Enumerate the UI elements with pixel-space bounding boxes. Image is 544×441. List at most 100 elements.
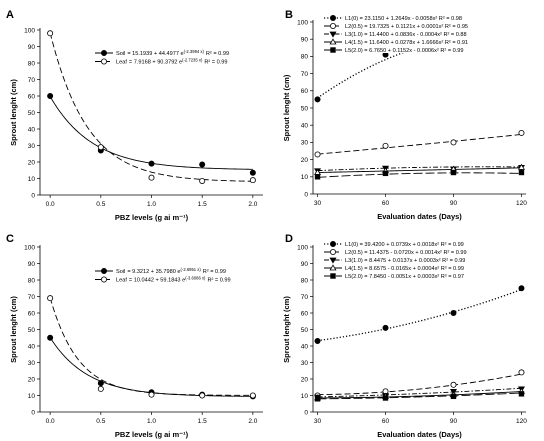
legend-entry: L2(0.5) = 11.4375 - 0.0720x + 0.0014x² R… <box>345 250 467 256</box>
data-point <box>518 285 525 292</box>
series-5 <box>314 391 525 402</box>
panel-letter: A <box>6 9 14 21</box>
y-tick-label: 0 <box>304 191 308 198</box>
legend-box <box>93 48 261 65</box>
x-tick-label: 90 <box>450 200 458 207</box>
y-tick-label: 40 <box>301 123 309 130</box>
legend-entry: L3(1.0) = 8.4475 + 0.0137x + 0.0003x² R²… <box>345 258 465 264</box>
x-tick-label: 2.0 <box>248 201 257 208</box>
series-2 <box>47 30 256 184</box>
panel-b: B 0 10 20 30 40 50 60 70 80 90 100 30 60 90 120 Evaluati… <box>282 9 527 221</box>
x-axis-label: Evaluation dates (Days) <box>377 430 462 439</box>
y-tick-label: 10 <box>28 393 36 400</box>
y-tick-label: 30 <box>28 360 36 367</box>
y-tick-label: 60 <box>28 310 36 317</box>
fit-line <box>317 134 522 155</box>
data-point <box>199 161 206 168</box>
x-tick-label: 60 <box>382 418 390 425</box>
data-point <box>199 392 206 399</box>
y-tick-label: 100 <box>297 19 308 26</box>
y-tick-label: 100 <box>297 244 308 251</box>
y-axis-label: Sprout lenght (cm) <box>9 296 18 363</box>
y-tick-label: 100 <box>24 244 35 251</box>
fit-line <box>317 172 522 178</box>
legend-marker <box>329 31 337 38</box>
legend-entry: L3(1.0) = 11.4400 + 0.0836x - 0.0004x² R… <box>345 32 467 38</box>
data-point <box>47 93 54 100</box>
x-tick-label: 1.5 <box>198 201 207 208</box>
data-point <box>450 393 457 400</box>
y-tick-label: 50 <box>28 110 36 117</box>
y-tick-label: 10 <box>28 176 36 183</box>
data-point <box>314 338 321 345</box>
legend-equation: = 10.0442 + 59.1843 e <box>129 278 185 284</box>
data-point <box>382 170 389 177</box>
data-point <box>517 163 525 170</box>
legend-r2: R² = 0.99 <box>206 51 229 57</box>
data-point <box>97 385 104 392</box>
x-tick-label: 120 <box>516 418 527 425</box>
legend-series-name: Leaf <box>116 278 127 284</box>
data-point <box>148 160 155 167</box>
x-tick-label: 1.0 <box>147 418 156 425</box>
legend-r2: R² = 0.99 <box>203 269 226 275</box>
legend-marker <box>101 276 108 283</box>
legend-marker <box>329 22 336 29</box>
data-point <box>199 177 206 184</box>
legend-r2: R² = 0.99 <box>207 278 230 284</box>
legend-entry: L5(2.0) = 7.8450 - 0.0051x + 0.0003x² R²… <box>345 274 464 280</box>
panel-a: A 0 10 20 30 40 50 60 70 80 90 100 0.0 0.5 1.0 1.5 2.0 PB… <box>6 9 263 222</box>
series-2 <box>47 295 256 399</box>
panel-letter: C <box>6 233 14 245</box>
x-tick-label: 0.0 <box>46 201 55 208</box>
y-tick-label: 60 <box>301 310 309 317</box>
legend: L1(0) = 39.4200 + 0.0739x + 0.0018x² R² … <box>322 239 527 280</box>
y-tick-label: 0 <box>31 192 35 199</box>
data-point <box>97 380 104 387</box>
data-point <box>518 129 525 136</box>
legend-equation: = 7.9168 + 90.3792 e <box>129 60 182 66</box>
series-2 <box>314 129 525 158</box>
y-tick-label: 60 <box>28 93 36 100</box>
x-tick-label: 60 <box>382 200 390 207</box>
y-tick-label: 100 <box>24 27 35 34</box>
y-tick-label: 30 <box>301 140 309 147</box>
legend-marker <box>330 47 336 53</box>
y-tick-label: 20 <box>301 376 309 383</box>
series-2 <box>314 369 525 399</box>
series-1 <box>47 93 256 176</box>
legend-entry: L2(0.5) = 19.7325 + 0.1121x + 0.0001x² R… <box>345 24 468 30</box>
data-point <box>450 381 457 388</box>
fit-line <box>317 392 522 400</box>
fit-line <box>317 167 522 173</box>
y-tick-label: 80 <box>28 277 36 284</box>
panel-letter: B <box>285 9 293 21</box>
data-point <box>314 96 321 103</box>
series-1 <box>47 334 256 400</box>
data-point <box>314 396 321 402</box>
y-tick-label: 90 <box>28 261 36 268</box>
legend-marker <box>329 264 337 271</box>
legend-series-name: Soil <box>116 269 125 275</box>
data-point <box>97 144 104 151</box>
legend-marker <box>329 38 337 45</box>
y-tick-label: 60 <box>301 88 309 95</box>
data-point <box>314 151 321 158</box>
y-tick-label: 90 <box>28 44 36 51</box>
legend: Soil = 15.1939 + 44.4977 e(-2.3994 x) R² =… <box>93 48 261 66</box>
y-tick-label: 40 <box>28 343 36 350</box>
x-tick-label: 0.5 <box>96 418 105 425</box>
y-tick-label: 10 <box>301 393 309 400</box>
y-tick-label: 70 <box>28 77 36 84</box>
y-tick-label: 10 <box>301 174 309 181</box>
data-point <box>382 142 389 149</box>
data-point <box>148 174 155 181</box>
data-point <box>518 369 525 376</box>
fit-line <box>317 387 522 398</box>
x-tick-label: 1.0 <box>147 201 156 208</box>
y-tick-label: 80 <box>301 277 309 284</box>
data-point <box>450 139 457 146</box>
y-tick-label: 70 <box>301 71 309 78</box>
legend-box <box>322 239 527 279</box>
panel-letter: D <box>285 233 293 245</box>
